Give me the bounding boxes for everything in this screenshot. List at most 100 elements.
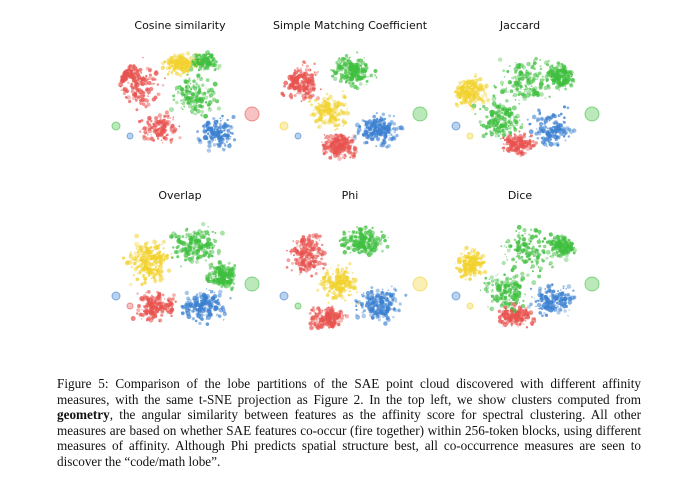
cloud-point — [205, 87, 207, 89]
cloud-point — [154, 133, 157, 135]
cloud-point — [385, 305, 390, 309]
cloud-point — [336, 124, 339, 127]
cloud-point — [355, 66, 359, 71]
cloud-point — [555, 73, 558, 77]
cloud-point — [377, 318, 382, 322]
cloud-point — [346, 111, 350, 115]
cloud-point — [150, 277, 153, 279]
cloud-point — [161, 273, 163, 275]
cloud-point — [144, 295, 150, 301]
cloud-point — [344, 299, 347, 302]
cloud-point — [144, 263, 149, 267]
cloud-point — [383, 117, 387, 121]
cloud-point — [370, 137, 374, 142]
cloud-point — [147, 274, 151, 277]
cloud-point — [186, 101, 190, 104]
cloud-point — [212, 282, 215, 285]
cloud-point — [200, 235, 204, 239]
cloud-point — [336, 113, 340, 117]
cloud-point — [346, 246, 351, 250]
cloud-point — [478, 83, 484, 89]
cloud-point — [355, 305, 358, 308]
cloud-point — [503, 76, 506, 78]
cloud-point — [130, 266, 133, 269]
cloud-point — [462, 79, 466, 84]
cloud-point — [344, 236, 348, 239]
cloud-point — [303, 259, 306, 261]
cloud-point — [344, 313, 347, 317]
cloud-point — [208, 263, 214, 268]
cloud-point — [344, 53, 349, 58]
cloud-point — [507, 118, 510, 121]
cloud-point — [232, 138, 237, 142]
cloud-point — [230, 125, 233, 128]
cloud-point — [380, 238, 383, 241]
cloud-point — [310, 247, 315, 252]
cloud-point — [328, 318, 333, 322]
cloud-point — [499, 107, 503, 110]
cloud-point — [367, 75, 369, 78]
cloud-point — [521, 92, 526, 97]
cloud-point — [299, 67, 302, 70]
cloud-point — [497, 57, 503, 62]
cloud-point — [539, 92, 544, 97]
cloud-point — [501, 128, 503, 130]
cloud-point — [189, 258, 195, 264]
cloud-point — [507, 120, 510, 124]
cloud-point — [463, 96, 468, 102]
cloud-point — [144, 132, 147, 135]
cloud-point — [474, 112, 477, 116]
cloud-point — [352, 239, 355, 243]
cloud-point — [332, 141, 335, 143]
cloud-point — [317, 124, 323, 129]
cloud-point — [150, 125, 154, 129]
cloud-outlier — [111, 291, 121, 301]
cloud-point — [138, 270, 142, 274]
cloud-point — [355, 308, 358, 311]
cloud-point — [192, 241, 197, 246]
cloud-point — [547, 116, 552, 121]
cloud-point — [339, 113, 341, 115]
cloud-point — [523, 132, 527, 136]
cloud-point — [350, 280, 354, 284]
cloud-point — [195, 83, 200, 88]
cloud-point — [143, 310, 149, 316]
cloud-point — [492, 120, 494, 123]
cloud-point — [140, 97, 146, 103]
cloud-point — [333, 283, 339, 289]
cloud-point — [139, 248, 143, 252]
cloud-point — [344, 314, 350, 319]
cloud-point — [125, 74, 128, 77]
cloud-point — [369, 312, 374, 318]
cloud-point — [148, 117, 152, 121]
cloud-point — [342, 238, 345, 242]
cloud-point — [554, 79, 557, 83]
cloud-point — [332, 270, 335, 272]
cloud-point — [386, 317, 391, 323]
cloud-point — [528, 71, 532, 75]
cloud-point — [503, 138, 507, 142]
cloud-point — [196, 91, 201, 96]
cloud-point — [538, 121, 544, 127]
cloud-point — [222, 311, 228, 317]
cloud-point — [491, 122, 497, 128]
cloud-point — [346, 111, 348, 113]
cloud-point — [322, 322, 325, 325]
cloud-point — [152, 313, 156, 316]
cloud-point — [537, 108, 541, 113]
cloud-point — [334, 324, 337, 327]
cloud-point — [182, 93, 185, 96]
cloud-point — [529, 134, 533, 138]
cloud-point — [287, 78, 290, 80]
cloud-point — [323, 134, 326, 136]
cloud-point — [515, 113, 520, 119]
cloud-point — [503, 89, 508, 94]
cloud-point — [491, 118, 494, 121]
cloud-point — [374, 242, 379, 248]
cloud-point — [188, 233, 193, 238]
cloud-point — [471, 91, 473, 93]
cloud-point — [216, 301, 220, 306]
cloud-point — [150, 120, 153, 123]
cloud-point — [195, 293, 199, 296]
cloud-point — [499, 80, 505, 86]
